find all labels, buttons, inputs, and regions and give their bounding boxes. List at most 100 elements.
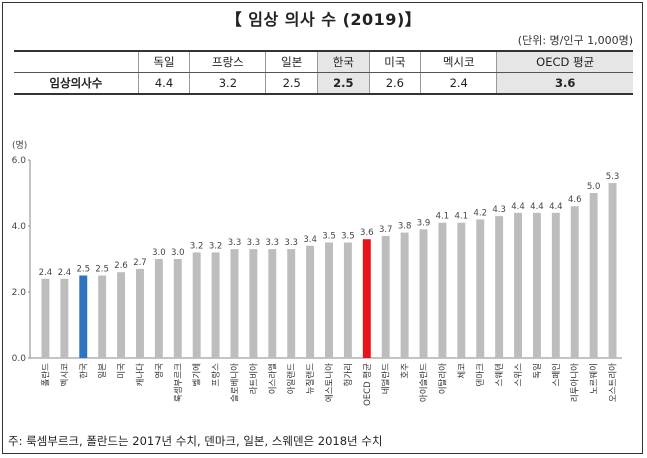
bar-value-label: 3.5 xyxy=(322,232,336,242)
bar xyxy=(495,216,504,358)
bar-value-label: 4.1 xyxy=(436,212,450,222)
bar xyxy=(154,259,163,358)
y-tick-label: 6.0 xyxy=(12,156,27,166)
x-tick-label: 에스토니아 xyxy=(324,363,335,402)
bar-value-label: 3.7 xyxy=(379,225,393,235)
bar xyxy=(551,212,560,358)
unit-note: (단위: 명/인구 1,000명) xyxy=(517,34,633,47)
x-tick-label: 호주 xyxy=(401,363,411,379)
x-tick-label: 폴란드 xyxy=(40,363,51,387)
bar-value-label: 3.4 xyxy=(303,235,317,245)
bar xyxy=(211,252,220,358)
x-tick-label: 미국 xyxy=(117,363,127,379)
figure-frame xyxy=(2,2,643,454)
table-header-row: 독일 프랑스 일본 한국 미국 멕시코 OECD 평균 xyxy=(14,50,633,73)
x-tick-label: 덴마크 xyxy=(476,363,486,387)
bar xyxy=(400,232,409,358)
bar xyxy=(514,212,523,358)
bar-value-label: 3.8 xyxy=(398,222,412,232)
bar xyxy=(532,212,541,358)
bar-chart: (명) 0.0 2.0 4.0 6.0 2.4 폴란드 2.4 멕시코 2.5 한국 2.5 일본 2.6… xyxy=(12,140,622,406)
bar-value-label: 5.0 xyxy=(587,182,601,192)
table-cell: 2.5 xyxy=(317,72,370,95)
x-tick-label: 한국 xyxy=(79,363,89,379)
bar xyxy=(41,278,50,358)
bar xyxy=(419,229,428,358)
page-title: 【 임상 의사 수 (2019)】 xyxy=(225,10,422,29)
table-col-header: 일본 xyxy=(265,50,319,73)
bar xyxy=(325,242,333,358)
x-tick-label: 노르웨이 xyxy=(589,363,600,394)
bar xyxy=(381,235,390,358)
bar-value-label: 3.3 xyxy=(284,238,298,248)
bar-value-label: 3.3 xyxy=(247,238,261,248)
y-tick-label: 4.0 xyxy=(12,222,27,232)
table-col-header: 미국 xyxy=(368,50,422,73)
bar xyxy=(589,193,598,358)
bar xyxy=(476,219,485,358)
x-tick-label: 이스라엘 xyxy=(267,363,278,394)
bar-value-label: 4.4 xyxy=(549,202,563,212)
bar-value-label: 3.6 xyxy=(360,228,374,238)
bar-value-label: 4.1 xyxy=(455,212,469,222)
bar xyxy=(343,242,352,358)
bar xyxy=(135,268,144,358)
bar xyxy=(98,275,107,358)
summary-table: 독일 프랑스 일본 한국 미국 멕시코 OECD 평균 임상의사수 4.4 3.… xyxy=(14,50,633,95)
bar xyxy=(60,278,69,358)
bar-value-label: 4.4 xyxy=(511,202,525,212)
table-col-header: 독일 xyxy=(137,50,191,73)
bar-value-label: 3.0 xyxy=(152,248,166,258)
bar xyxy=(173,259,182,358)
y-tick-label: 0.0 xyxy=(12,354,27,364)
table-row-header: 임상의사수 xyxy=(14,72,139,95)
bar xyxy=(570,206,579,358)
bar xyxy=(608,183,617,358)
bar xyxy=(306,245,315,358)
table-col-header: 멕시코 xyxy=(420,50,498,73)
x-tick-label: OECD 평균 xyxy=(362,363,373,406)
bar xyxy=(230,249,239,358)
table-cell: 2.5 xyxy=(265,72,319,95)
bar xyxy=(192,252,201,358)
bar-value-label: 2.7 xyxy=(133,258,147,268)
bar-value-label: 3.2 xyxy=(190,241,204,251)
table-cell: 2.4 xyxy=(420,72,498,95)
x-tick-label: 프랑스 xyxy=(211,363,222,387)
x-tick-label: 벨기에 xyxy=(192,363,203,386)
x-tick-label: 리투아니아 xyxy=(570,363,581,402)
x-tick-label: 네덜란드 xyxy=(381,363,392,394)
y-tick-label: 2.0 xyxy=(12,288,27,298)
y-axis-label: (명) xyxy=(12,140,27,151)
x-tick-label: 일본 xyxy=(98,363,108,379)
table-cell: 3.6 xyxy=(496,72,633,95)
bar-value-label: 3.9 xyxy=(417,218,431,228)
table-col-header: 프랑스 xyxy=(189,50,267,73)
x-tick-label: 뉴질랜드 xyxy=(305,363,316,394)
x-tick-label: 헝가리 xyxy=(344,363,354,386)
bar-value-label: 5.3 xyxy=(606,172,620,182)
x-tick-label: 스웨덴 xyxy=(494,363,505,387)
bar-value-label: 2.4 xyxy=(58,268,72,278)
bar-value-label: 4.6 xyxy=(568,195,582,205)
x-tick-label: 아이슬란드 xyxy=(419,363,430,402)
bar-value-label: 2.4 xyxy=(39,268,53,278)
bar xyxy=(249,249,258,358)
bar-value-label: 2.5 xyxy=(76,265,90,275)
bar-value-label: 2.6 xyxy=(114,261,128,271)
table-col-header: OECD 평균 xyxy=(496,50,633,73)
bar-value-label: 4.2 xyxy=(473,208,487,218)
x-tick-label: 멕시코 xyxy=(59,363,70,387)
bar-value-label: 4.4 xyxy=(530,202,544,212)
bar xyxy=(79,275,88,358)
bar-value-label: 3.5 xyxy=(341,232,355,242)
x-tick-label: 룩셈부르크 xyxy=(174,363,184,402)
table-corner-cell xyxy=(14,50,139,73)
bar xyxy=(362,239,371,358)
x-tick-label: 라트비아 xyxy=(248,363,259,394)
bar-value-label: 4.3 xyxy=(492,205,506,215)
bar xyxy=(457,222,466,358)
bar-value-label: 3.3 xyxy=(266,238,280,248)
x-tick-label: 체코 xyxy=(456,363,467,379)
x-tick-label: 이탈리아 xyxy=(437,363,448,394)
